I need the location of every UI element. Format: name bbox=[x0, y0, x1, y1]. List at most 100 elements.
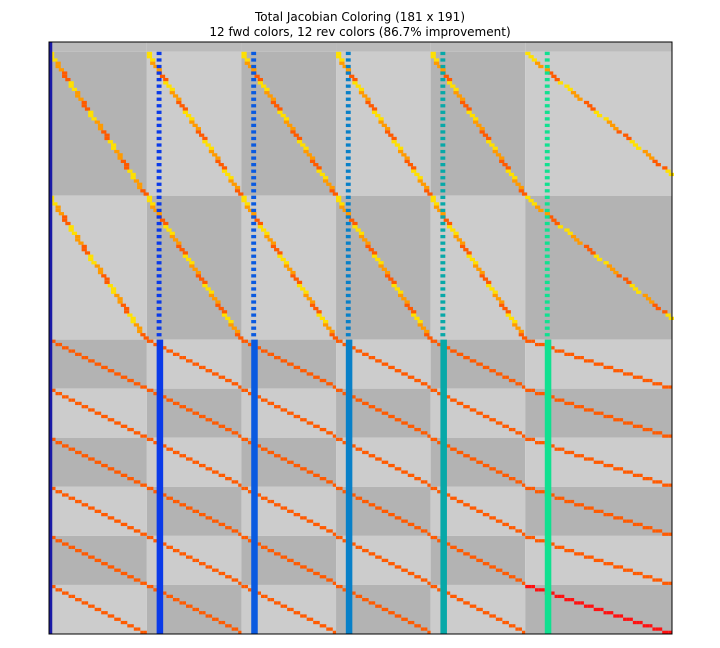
nonzero-mark bbox=[554, 447, 558, 451]
nonzero-mark bbox=[404, 470, 408, 474]
nonzero-mark bbox=[626, 470, 630, 474]
nonzero-mark bbox=[88, 408, 92, 412]
nonzero-mark bbox=[195, 127, 201, 131]
nonzero-mark bbox=[287, 362, 291, 366]
nonzero-mark bbox=[58, 490, 63, 494]
nonzero-mark bbox=[329, 480, 333, 484]
nonzero-mark bbox=[401, 519, 405, 523]
nonzero-mark bbox=[574, 238, 580, 242]
nonzero-mark bbox=[94, 607, 98, 612]
nonzero-mark bbox=[228, 320, 234, 324]
nonzero-mark bbox=[176, 244, 182, 249]
nonzero-mark bbox=[407, 522, 412, 527]
nonzero-mark bbox=[52, 58, 58, 62]
nonzero-mark bbox=[567, 87, 573, 92]
nonzero-mark bbox=[433, 205, 440, 209]
nonzero-mark bbox=[394, 467, 399, 471]
nonzero-mark bbox=[482, 414, 487, 419]
nonzero-mark bbox=[182, 107, 188, 111]
nonzero-mark bbox=[668, 385, 672, 389]
nonzero-mark bbox=[616, 565, 620, 569]
nonzero-mark bbox=[287, 267, 293, 271]
nonzero-mark bbox=[238, 434, 242, 438]
nonzero-mark bbox=[570, 234, 577, 239]
nonzero-mark bbox=[133, 529, 138, 533]
nonzero-mark bbox=[407, 163, 414, 167]
nonzero-mark bbox=[411, 169, 417, 173]
nonzero-mark bbox=[127, 427, 131, 432]
nonzero-mark bbox=[473, 359, 477, 363]
nonzero-mark bbox=[287, 123, 293, 128]
nonzero-mark bbox=[593, 254, 599, 258]
dense-column-dash bbox=[251, 333, 257, 337]
nonzero-mark bbox=[215, 568, 219, 572]
nonzero-mark bbox=[476, 123, 482, 128]
nonzero-mark bbox=[365, 499, 369, 504]
nonzero-mark bbox=[417, 427, 421, 432]
nonzero-mark bbox=[101, 463, 105, 468]
nonzero-mark bbox=[463, 503, 467, 507]
nonzero-mark bbox=[313, 163, 319, 167]
nonzero-mark bbox=[267, 598, 271, 602]
nonzero-mark bbox=[254, 218, 260, 222]
nonzero-mark bbox=[342, 490, 346, 494]
nonzero-mark bbox=[130, 378, 134, 383]
nonzero-mark bbox=[381, 509, 385, 513]
nonzero-mark bbox=[215, 421, 219, 425]
nonzero-mark bbox=[606, 512, 611, 517]
nonzero-mark bbox=[499, 159, 505, 164]
dense-column-dash bbox=[440, 104, 446, 108]
nonzero-mark bbox=[489, 467, 493, 471]
nonzero-mark bbox=[91, 359, 95, 363]
nonzero-mark bbox=[176, 499, 180, 504]
nonzero-mark bbox=[150, 61, 156, 65]
nonzero-mark bbox=[606, 562, 611, 566]
nonzero-mark bbox=[632, 522, 637, 527]
nonzero-mark bbox=[469, 257, 475, 262]
nonzero-mark bbox=[163, 77, 169, 82]
nonzero-mark bbox=[492, 146, 498, 150]
nonzero-mark bbox=[665, 313, 671, 317]
nonzero-mark bbox=[515, 382, 519, 386]
nonzero-mark bbox=[182, 251, 188, 255]
nonzero-mark bbox=[75, 598, 79, 602]
nonzero-mark bbox=[459, 244, 466, 249]
nonzero-mark bbox=[538, 490, 542, 494]
nonzero-mark bbox=[587, 408, 591, 412]
nonzero-mark bbox=[564, 401, 568, 406]
nonzero-mark bbox=[88, 257, 94, 262]
nonzero-mark bbox=[492, 467, 496, 471]
dense-column-dash bbox=[544, 202, 550, 206]
nonzero-mark bbox=[404, 372, 408, 376]
nonzero-mark bbox=[489, 565, 493, 569]
nonzero-mark bbox=[378, 120, 384, 124]
nonzero-mark bbox=[159, 74, 166, 78]
nonzero-mark bbox=[427, 532, 431, 536]
nonzero-mark bbox=[202, 512, 206, 517]
nonzero-mark bbox=[267, 94, 273, 98]
nonzero-mark bbox=[107, 614, 111, 618]
nonzero-mark bbox=[199, 414, 203, 419]
nonzero-mark bbox=[495, 421, 500, 425]
nonzero-mark bbox=[574, 94, 580, 98]
dense-column-dash bbox=[345, 51, 351, 56]
nonzero-mark bbox=[528, 339, 532, 343]
nonzero-mark bbox=[166, 398, 170, 402]
nonzero-mark bbox=[58, 539, 63, 543]
nonzero-mark bbox=[492, 516, 496, 520]
nonzero-mark bbox=[489, 516, 493, 520]
nonzero-mark bbox=[316, 571, 320, 576]
nonzero-mark bbox=[189, 506, 193, 510]
nonzero-mark bbox=[143, 630, 147, 634]
nonzero-mark bbox=[499, 300, 505, 304]
nonzero-mark bbox=[212, 297, 218, 301]
nonzero-mark bbox=[234, 382, 239, 386]
nonzero-mark bbox=[512, 427, 516, 432]
nonzero-mark bbox=[84, 355, 89, 360]
nonzero-mark bbox=[420, 431, 425, 435]
nonzero-mark bbox=[610, 365, 614, 370]
nonzero-mark bbox=[623, 617, 627, 621]
nonzero-mark bbox=[437, 64, 443, 69]
dense-column-dash bbox=[345, 287, 351, 291]
nonzero-mark bbox=[339, 61, 345, 65]
